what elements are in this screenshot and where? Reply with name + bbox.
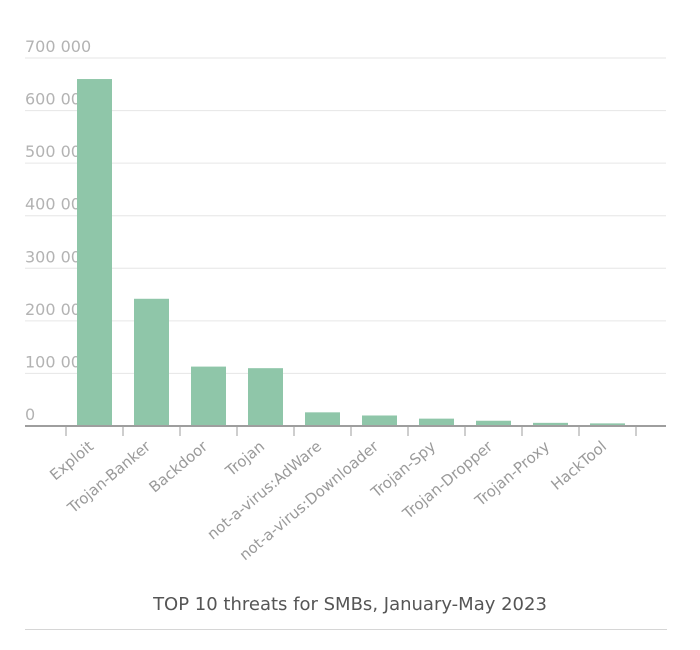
bar [362, 415, 397, 426]
chart-title: TOP 10 threats for SMBs, January-May 202… [153, 594, 547, 615]
x-tick-label: HackTool [548, 437, 611, 494]
bar [248, 368, 283, 426]
bars [77, 79, 625, 427]
bar [77, 79, 112, 427]
bar-chart: 0 100 000 200 000 300 000 400 000 500 000 600 … [25, 37, 666, 564]
bar [533, 422, 568, 426]
bar [305, 412, 340, 426]
footer-divider [25, 629, 667, 630]
bar [590, 423, 625, 426]
y-tick-label: 0 [25, 405, 35, 424]
y-tick-label: 200 000 [25, 300, 91, 319]
x-axis [25, 425, 666, 436]
y-tick-label: 700 000 [25, 37, 91, 56]
y-axis-tick-labels: 0 100 000 200 000 300 000 400 000 500 000 600 … [25, 37, 91, 424]
y-tick-label: 600 000 [25, 90, 91, 109]
gridlines [25, 57, 666, 374]
y-tick-label: 500 000 [25, 142, 91, 161]
x-tick-label: Backdoor [146, 437, 212, 497]
bar [419, 418, 454, 426]
bar [134, 298, 169, 426]
y-tick-label: 300 000 [25, 247, 91, 266]
y-tick-label: 400 000 [25, 195, 91, 214]
y-tick-label: 100 000 [25, 352, 91, 371]
bar [191, 366, 226, 426]
x-tick-label: Trojan [221, 437, 268, 480]
bar [476, 420, 511, 426]
x-tick-label: Exploit [46, 437, 97, 484]
